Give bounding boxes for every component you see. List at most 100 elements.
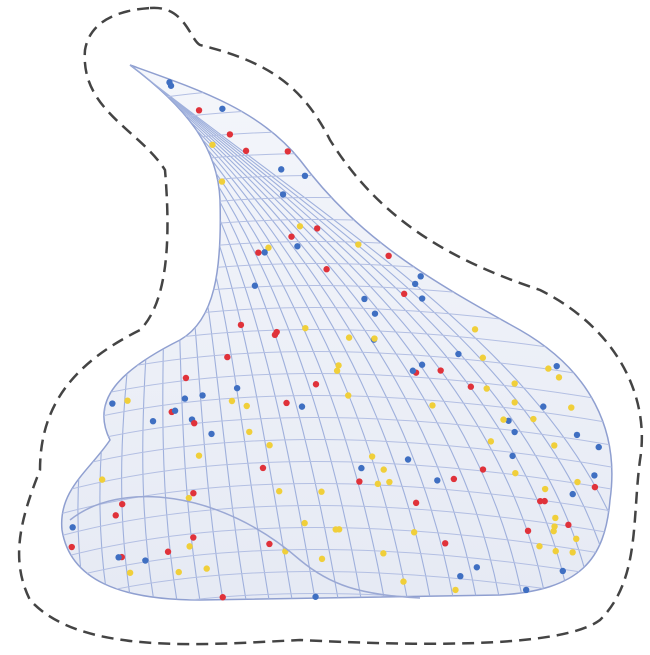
mesh-node [119,500,126,508]
mesh-node [190,534,197,541]
mesh-node [537,497,544,505]
mesh-node [335,362,342,369]
mesh-node [312,593,319,600]
mesh-node [186,543,193,550]
mesh-node [568,404,575,411]
mesh-node [541,497,548,505]
mesh-node [265,244,272,251]
mesh-node [124,397,131,404]
mesh-node [298,403,306,410]
mesh-node [294,243,301,250]
mesh-node [237,321,245,329]
meridian-line [129,65,595,600]
mesh-node [313,225,321,232]
mesh-node [509,452,516,460]
mesh-node [552,547,559,555]
mesh-node [182,374,190,382]
mesh-node [345,334,353,341]
mesh-node [318,555,326,563]
mesh-node [98,476,106,483]
mesh-node [511,428,518,436]
meridian-line [129,65,612,600]
mesh-node [473,564,481,571]
mesh-node [209,141,216,148]
mesh-node [437,367,444,374]
mesh-node [195,107,203,114]
mesh-node [171,407,179,414]
meridian-line [129,65,549,600]
latitude-line [61,593,612,600]
mesh-node [400,290,408,298]
mesh-node [409,367,417,374]
mesh-node [551,442,558,449]
latitude-line [61,549,612,593]
mesh-node [374,480,382,488]
dashed-outline [17,6,644,646]
mesh-node [185,494,193,502]
mesh-node [368,453,376,460]
mesh-node [574,478,581,486]
mesh-node [522,586,530,594]
mesh-node [68,543,75,551]
mesh-node [242,147,250,155]
mesh-node [505,417,512,424]
mesh-node [283,399,290,407]
lobe-fold [69,495,421,599]
mesh-node [573,535,580,543]
mesh-node [511,399,518,406]
mesh-node [411,280,419,288]
latitude-line [61,527,612,571]
mesh-node [358,464,365,472]
mesh-node [417,273,424,280]
mesh-node [284,148,292,155]
mesh-node [418,295,426,302]
mesh-node [69,524,76,531]
mesh-node [312,381,320,388]
mesh-node [181,395,189,402]
mesh-node [243,402,250,410]
mesh-node [371,310,379,317]
mesh-node [288,233,295,240]
mesh-node [479,466,487,473]
mesh-node [203,565,210,572]
mesh-node [149,417,157,425]
mesh-node [266,441,273,449]
mesh-node [191,419,198,427]
mesh-body [61,64,613,601]
mesh-node [228,397,236,405]
mesh-node [569,490,576,498]
mesh-node [175,568,182,576]
mesh-node [512,469,519,477]
mesh-node [400,578,407,585]
mesh-node [385,252,392,260]
mesh-node [345,392,352,399]
mesh-node [442,540,449,547]
mesh-node [555,374,563,381]
mesh-node [246,428,253,436]
latitude-line [61,87,612,131]
mesh-node [219,105,226,112]
mesh-node [573,431,581,439]
mesh-node [190,489,197,497]
mesh-node [386,478,393,486]
mesh-node [361,295,368,303]
mesh-node [279,191,287,198]
mesh-node [429,402,436,409]
mesh-node [371,335,378,342]
mesh-node [276,488,283,495]
mesh-node [452,586,459,594]
mesh-node [296,223,304,230]
mesh-node [591,472,598,479]
mesh-node [467,383,475,390]
mesh-node [530,415,537,423]
mesh-node [550,527,557,535]
mesh-node [471,326,479,333]
mesh-node [199,392,206,399]
latitude-line [61,439,612,483]
mesh-node [565,521,572,529]
mesh-node [233,384,241,392]
mesh-node [115,554,122,561]
mesh-node [404,456,412,463]
